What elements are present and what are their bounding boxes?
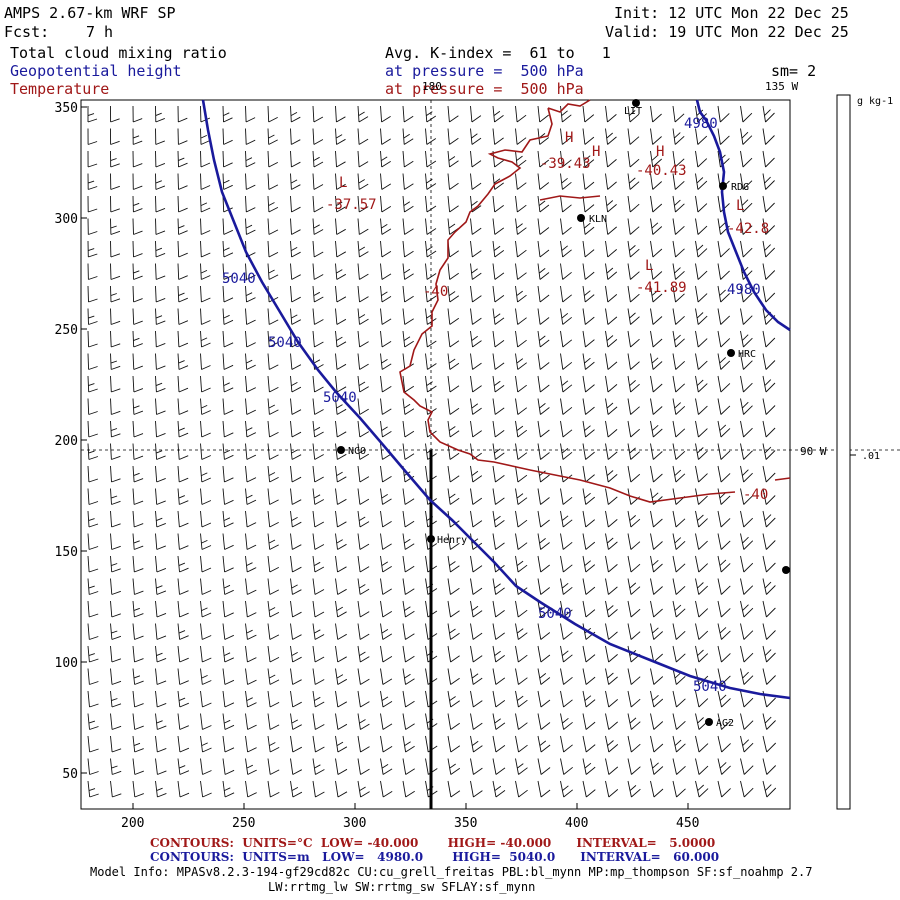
height-contours xyxy=(201,99,791,700)
temp-contour-info: CONTOURS: UNITS=°C LOW= -40.000 HIGH= -4… xyxy=(150,836,716,850)
y-axis: 50 100 150 200 250 300 350 xyxy=(55,101,87,782)
low-marker: L xyxy=(339,175,347,191)
station-marker xyxy=(632,99,640,107)
station-marker xyxy=(577,214,585,222)
low-marker: L xyxy=(645,258,653,274)
init-time: Init: 12 UTC Mon 22 Dec 25 xyxy=(614,4,849,22)
valid-time: Valid: 19 UTC Mon 22 Dec 25 xyxy=(605,23,849,41)
height-contour-info: CONTOURS: UNITS=m LOW= 4980.0 HIGH= 5040… xyxy=(150,850,720,864)
model-info-line1: Model Info: MPASv8.2.3-194-gf29cd82c CU:… xyxy=(90,865,813,879)
station-marker xyxy=(719,182,727,190)
x-tick-label: 400 xyxy=(565,816,588,831)
temp-contour-main xyxy=(399,99,736,503)
x-axis: 200 250 300 350 400 450 xyxy=(121,803,699,831)
station-marker xyxy=(782,566,790,574)
high-marker: H xyxy=(656,144,664,160)
stations: NCO Henry KLN RDG HRC AG2 LIT xyxy=(337,99,790,729)
station-label: AG2 xyxy=(716,718,734,729)
height-label: 4980 xyxy=(727,282,761,298)
x-tick-label: 350 xyxy=(454,816,477,831)
meridian-label-180: 180 xyxy=(422,80,442,93)
temp-label: -42.8 xyxy=(727,221,769,237)
wind-barbs xyxy=(87,105,777,798)
temp-label: -37.57 xyxy=(326,197,377,213)
temp-contour-right xyxy=(774,477,791,481)
temperature-contours xyxy=(399,99,791,503)
station-label: RDG xyxy=(731,182,749,193)
station-label: NCO xyxy=(348,446,366,457)
meridian-label-90w: 90 W xyxy=(800,445,827,458)
high-marker: H xyxy=(592,144,600,160)
temp-label: -41.89 xyxy=(636,280,687,296)
temp-contour-top xyxy=(539,195,601,201)
height-label: 5040 xyxy=(268,335,302,351)
station-marker xyxy=(705,718,713,726)
station-label: LIT xyxy=(624,106,642,117)
k-index-range: Avg. K-index = 61 to 1 xyxy=(385,44,611,62)
meridian-label-135w: 135 W xyxy=(765,80,798,93)
model-title: AMPS 2.67-km WRF SP xyxy=(4,4,176,22)
station-marker xyxy=(727,349,735,357)
x-tick-label: 250 xyxy=(232,816,255,831)
height-label: 5040 xyxy=(693,679,727,695)
colorbar-tick-label: .01 xyxy=(862,451,880,462)
model-info-line2: LW:rrtmg_lw SW:rrtmg_sw SFLAY:sf_mynn xyxy=(268,880,536,894)
field-temperature: Temperature xyxy=(10,80,110,98)
colorbar xyxy=(836,94,851,810)
x-tick-label: 450 xyxy=(676,816,699,831)
temp-label: -40 xyxy=(743,487,768,503)
height-contour-5040 xyxy=(201,99,791,700)
x-tick-label: 200 xyxy=(121,816,144,831)
temp-label: -39.43 xyxy=(540,156,591,172)
y-tick-label: 350 xyxy=(55,101,78,116)
colorbar-units: g kg-1 xyxy=(857,96,893,107)
station-marker xyxy=(427,535,435,543)
temp-label: -40 xyxy=(423,284,448,300)
station-label: HRC xyxy=(738,349,756,360)
station-label: KLN xyxy=(589,214,607,225)
y-tick-label: 150 xyxy=(55,545,78,560)
pressure-level-height: at pressure = 500 hPa xyxy=(385,62,584,80)
y-tick-label: 250 xyxy=(55,323,78,338)
height-label: 5040 xyxy=(323,390,357,406)
x-tick-label: 300 xyxy=(343,816,366,831)
y-tick-label: 300 xyxy=(55,212,78,227)
height-contour-4980 xyxy=(695,99,791,332)
forecast-label: Fcst: xyxy=(4,23,50,41)
pressure-level-temp: at pressure = 500 hPa xyxy=(385,80,584,98)
plot-frame xyxy=(80,99,791,810)
field-geopotential: Geopotential height xyxy=(10,62,182,80)
wind-barb-field xyxy=(87,105,777,798)
low-marker: L xyxy=(736,198,744,214)
forecast-value: 7 h xyxy=(86,23,114,41)
height-label: 4980 xyxy=(684,116,718,132)
high-marker: H xyxy=(565,130,573,146)
temp-label: -40.43 xyxy=(636,163,687,179)
y-tick-label: 50 xyxy=(62,767,78,782)
height-label: 5040 xyxy=(538,606,572,622)
station-label: Henry xyxy=(437,535,467,546)
station-marker xyxy=(337,446,345,454)
smoothing-label: sm= 2 xyxy=(771,62,817,80)
height-label: 5040 xyxy=(222,271,256,287)
y-tick-label: 100 xyxy=(55,656,78,671)
y-tick-label: 200 xyxy=(55,434,78,449)
field-cloud-mixing: Total cloud mixing ratio xyxy=(10,44,227,62)
